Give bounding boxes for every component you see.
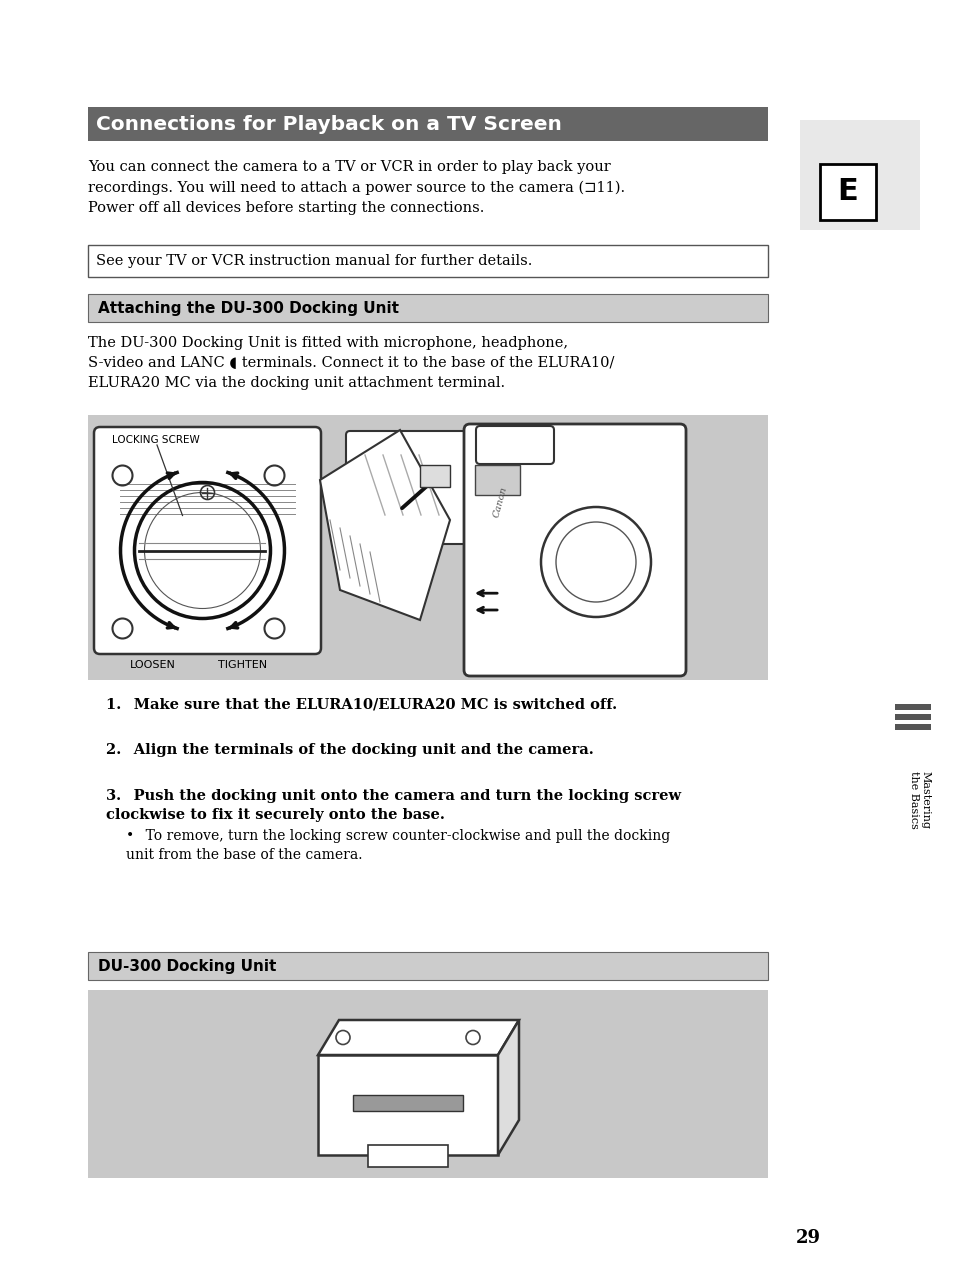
Text: Attaching the DU-300 Docking Unit: Attaching the DU-300 Docking Unit [98,301,398,315]
FancyBboxPatch shape [463,424,685,676]
Bar [475,464,519,495]
Text: LOCKING SCREW: LOCKING SCREW [112,435,199,445]
Text: E: E [837,177,858,207]
Bar [88,415,767,680]
Bar [368,1145,448,1168]
Text: See your TV or VCR instruction manual for further details.: See your TV or VCR instruction manual fo… [96,254,532,268]
Polygon shape [317,1055,497,1155]
FancyBboxPatch shape [94,427,320,655]
Text: Connections for Playback on a TV Screen: Connections for Playback on a TV Screen [96,115,561,134]
Text: DU-300 Docking Unit: DU-300 Docking Unit [98,958,276,974]
Bar [353,1095,462,1111]
Text: Canon: Canon [491,485,508,518]
Text: TIGHTEN: TIGHTEN [217,660,267,670]
Polygon shape [319,430,450,620]
Text: 1.  Make sure that the ELURA10/ELURA20 MC is switched off.: 1. Make sure that the ELURA10/ELURA20 MC… [106,697,617,711]
Polygon shape [317,1020,518,1055]
Bar [88,245,767,277]
Polygon shape [497,1020,518,1155]
Text: LOOSEN: LOOSEN [130,660,175,670]
Bar [894,704,930,709]
FancyBboxPatch shape [476,426,554,464]
Bar [820,165,875,219]
Text: 2.  Align the terminals of the docking unit and the camera.: 2. Align the terminals of the docking un… [106,743,593,757]
Bar [894,715,930,720]
Bar [894,723,930,730]
Text: Mastering
the Basics: Mastering the Basics [908,771,930,829]
Text: 29: 29 [795,1229,820,1247]
Bar [88,107,767,142]
Bar [88,293,767,322]
Text: 3.  Push the docking unit onto the camera and turn the locking screw
clockwise t: 3. Push the docking unit onto the camera… [106,789,680,822]
Bar [800,120,919,230]
Text: You can connect the camera to a TV or VCR in order to play back your
recordings.: You can connect the camera to a TV or VC… [88,160,624,214]
Bar [88,990,767,1178]
FancyBboxPatch shape [346,431,474,544]
Bar [419,464,450,487]
Text: The DU-300 Docking Unit is fitted with microphone, headphone,
S-video and LANC ◖: The DU-300 Docking Unit is fitted with m… [88,336,614,390]
Bar [88,952,767,980]
Text: •  To remove, turn the locking screw counter-clockwise and pull the docking
unit: • To remove, turn the locking screw coun… [126,829,670,863]
